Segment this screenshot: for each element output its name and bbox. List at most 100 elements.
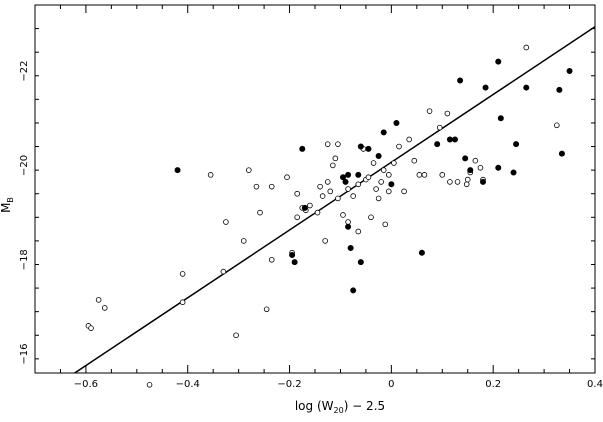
filled-data-point	[345, 223, 352, 230]
filled-data-point	[457, 77, 464, 84]
open-data-point	[327, 188, 334, 195]
open-data-point	[355, 181, 362, 188]
filled-data-point	[556, 86, 563, 93]
filled-data-point	[357, 143, 364, 150]
open-data-point	[444, 110, 451, 117]
open-data-point	[101, 305, 108, 311]
filled-data-point	[388, 181, 395, 188]
filled-data-point	[462, 155, 469, 162]
open-data-point	[396, 143, 402, 150]
open-data-point	[324, 179, 331, 185]
filled-data-point	[495, 58, 502, 65]
y-tick-label: −20	[19, 155, 30, 176]
plot-area	[73, 26, 595, 388]
open-data-point	[179, 299, 186, 306]
filled-data-point	[380, 129, 387, 136]
x-tick-label: −0.6	[74, 379, 98, 390]
open-data-point	[375, 195, 382, 202]
open-data-point	[322, 238, 328, 244]
open-data-point	[179, 271, 186, 277]
open-data-point	[401, 188, 407, 195]
open-data-point	[370, 160, 377, 166]
filled-data-point	[446, 136, 453, 143]
filled-data-point	[513, 141, 520, 148]
open-data-point	[554, 122, 560, 129]
open-data-point	[454, 179, 461, 185]
open-data-point	[223, 219, 229, 225]
open-data-point	[95, 297, 102, 303]
open-data-point	[246, 167, 252, 173]
plot-frame	[34, 4, 596, 374]
open-data-point	[477, 164, 484, 171]
filled-data-point	[291, 259, 298, 266]
open-data-point	[386, 188, 392, 195]
open-data-point	[294, 214, 300, 221]
open-data-point	[386, 172, 392, 178]
open-data-point	[263, 306, 270, 313]
y-tick-label: −16	[19, 344, 30, 365]
filled-data-point	[375, 152, 382, 159]
open-data-point	[340, 212, 346, 218]
open-data-point	[365, 174, 372, 181]
filled-data-point	[301, 204, 308, 211]
open-data-point	[314, 209, 321, 216]
open-data-point	[378, 179, 384, 185]
open-data-point	[319, 193, 326, 199]
open-data-point	[146, 381, 153, 388]
filled-data-point	[357, 259, 364, 266]
open-data-point	[240, 238, 247, 244]
filled-data-point	[495, 164, 502, 171]
filled-data-point	[523, 84, 530, 91]
open-data-point	[207, 172, 214, 178]
filled-data-point	[355, 171, 362, 178]
filled-data-point	[347, 244, 354, 251]
filled-data-point	[339, 174, 346, 181]
open-data-point	[406, 136, 412, 143]
open-data-point	[426, 108, 433, 114]
x-tick-label: 0.2	[485, 379, 501, 390]
filled-data-point	[174, 167, 181, 174]
open-data-point	[88, 325, 94, 331]
open-data-point	[355, 228, 362, 235]
y-axis-label: MB	[0, 197, 15, 213]
open-data-point	[335, 195, 341, 202]
filled-data-point	[350, 287, 357, 294]
axes: −0.6 −0.4 −0.2 0 0.2 0.4 −16 −18 −20 −22	[19, 4, 603, 390]
open-data-point	[421, 172, 428, 178]
filled-data-point	[479, 178, 486, 185]
filled-data-point	[497, 115, 504, 122]
open-data-point	[335, 141, 341, 147]
open-data-point	[436, 124, 443, 131]
open-data-point	[411, 157, 418, 164]
open-data-point	[294, 190, 300, 197]
filled-data-point	[365, 145, 372, 152]
open-data-point	[523, 44, 530, 51]
open-data-point	[268, 256, 275, 263]
filled-data-point	[510, 169, 517, 176]
filled-data-point	[299, 145, 306, 152]
filled-data-point	[467, 167, 474, 174]
open-data-point	[345, 219, 351, 225]
open-data-point	[317, 183, 323, 190]
open-data-point	[284, 174, 290, 181]
open-data-point	[324, 141, 331, 147]
x-tick-label: −0.2	[277, 379, 301, 390]
open-data-point	[368, 214, 374, 221]
open-data-point	[332, 155, 339, 162]
y-tick-label: −22	[19, 60, 30, 81]
filled-data-point	[566, 68, 573, 75]
open-data-point	[233, 332, 239, 339]
filled-data-point	[451, 136, 458, 143]
open-data-point	[253, 183, 260, 190]
open-data-point	[464, 176, 471, 183]
open-data-point	[350, 193, 356, 199]
filled-data-point	[289, 252, 296, 259]
open-data-point	[382, 221, 389, 228]
filled-data-point	[482, 84, 489, 91]
open-data-point	[307, 202, 313, 209]
open-data-point	[472, 157, 479, 164]
x-tick-label: 0	[388, 379, 394, 390]
open-data-point	[380, 167, 387, 173]
open-data-point	[447, 179, 453, 185]
